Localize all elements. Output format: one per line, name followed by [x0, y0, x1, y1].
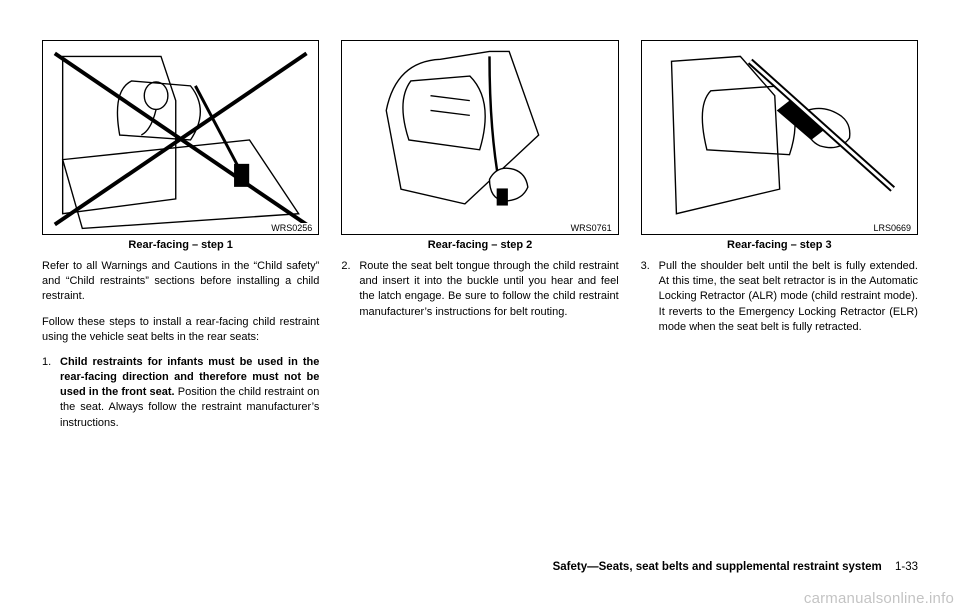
page-footer: Safety—Seats, seat belts and supplementa… [553, 561, 918, 573]
illustration-step-3 [642, 41, 917, 234]
figure-step-3: LRS0669 [641, 40, 918, 235]
step-2-number: 2. [341, 259, 359, 320]
caption-2: Rear-facing – step 2 [341, 239, 618, 251]
caption-3: Rear-facing – step 3 [641, 239, 918, 251]
caption-1: Rear-facing – step 1 [42, 239, 319, 251]
step-1: 1. Child restraints for infants must be … [42, 355, 319, 431]
manual-page: WRS0256 Rear-facing – step 1 Refer to al… [0, 0, 960, 461]
figure-id-3: LRS0669 [871, 223, 913, 233]
figure-step-2: WRS0761 [341, 40, 618, 235]
para-intro-2: Follow these steps to install a rear-fac… [42, 315, 319, 345]
para-intro-1: Refer to all Warnings and Cautions in th… [42, 259, 319, 305]
step-2-body: Route the seat belt tongue through the c… [359, 259, 618, 320]
column-3: LRS0669 Rear-facing – step 3 3. Pull the… [641, 40, 918, 441]
watermark: carmanualsonline.info [804, 590, 954, 607]
three-column-layout: WRS0256 Rear-facing – step 1 Refer to al… [42, 40, 918, 441]
step-1-number: 1. [42, 355, 60, 431]
illustration-step-1 [43, 41, 318, 234]
illustration-step-2 [342, 41, 617, 234]
figure-id-1: WRS0256 [269, 223, 314, 233]
step-1-body: Child restraints for infants must be use… [60, 355, 319, 431]
figure-id-2: WRS0761 [569, 223, 614, 233]
figure-step-1: WRS0256 [42, 40, 319, 235]
column-2: WRS0761 Rear-facing – step 2 2. Route th… [341, 40, 618, 441]
footer-title: Safety—Seats, seat belts and supplementa… [553, 561, 882, 573]
step-3-number: 3. [641, 259, 659, 335]
column-1: WRS0256 Rear-facing – step 1 Refer to al… [42, 40, 319, 441]
footer-page-number: 1-33 [895, 561, 918, 573]
step-3-body: Pull the shoulder belt until the belt is… [659, 259, 918, 335]
step-2: 2. Route the seat belt tongue through th… [341, 259, 618, 320]
step-3: 3. Pull the shoulder belt until the belt… [641, 259, 918, 335]
